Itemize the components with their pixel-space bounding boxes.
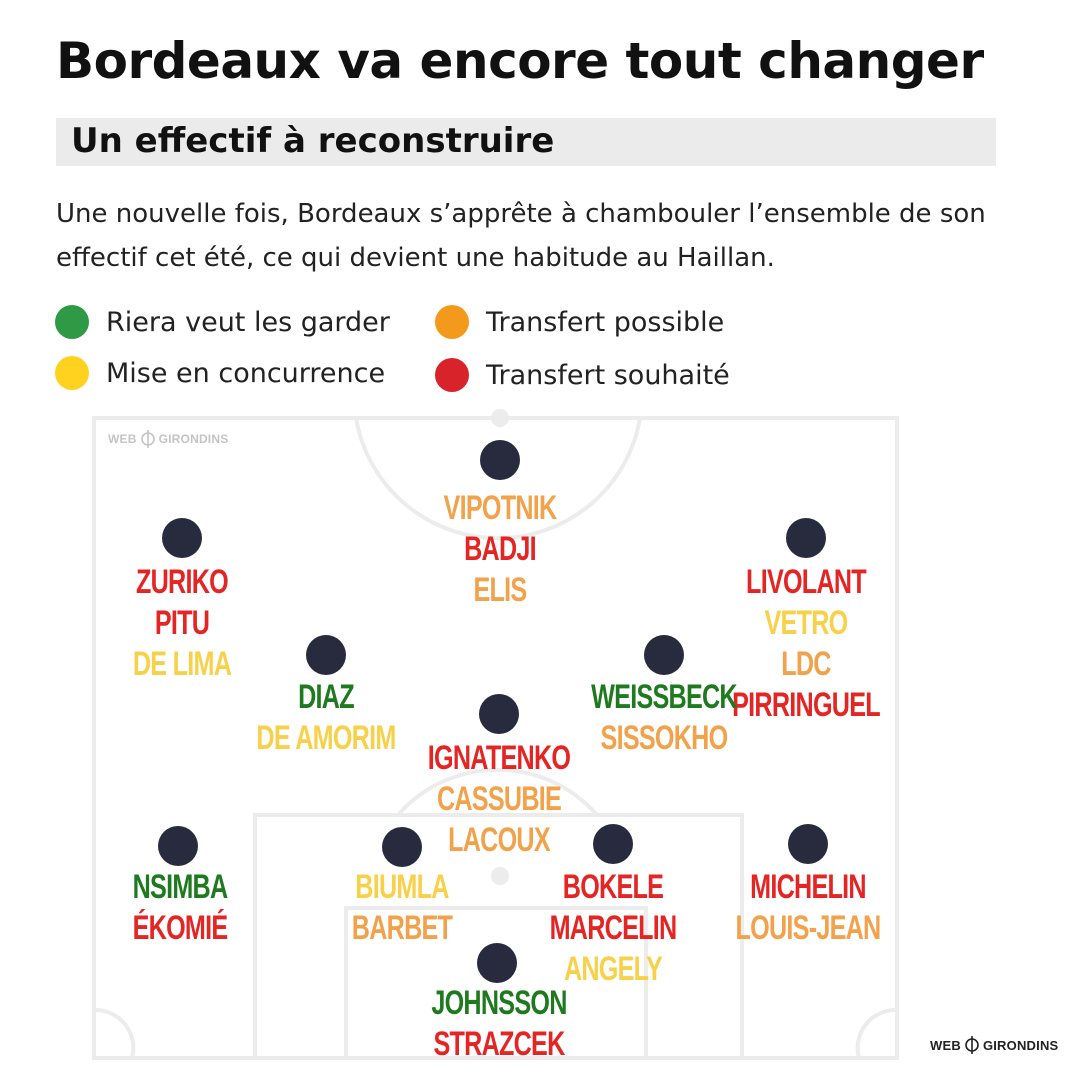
player-name: MICHELIN <box>750 868 866 906</box>
player-name: CASSUBIE <box>436 780 562 818</box>
watermark-text-left: WEB <box>108 432 137 446</box>
player-dot-left-midfield <box>306 635 346 675</box>
watermark-logo: WEB GIRONDINS <box>108 430 228 448</box>
legend-item-keep: Riera veut les garder <box>55 304 390 340</box>
watermark-text-right: GIRONDINS <box>158 432 229 446</box>
player-name: VETRO <box>764 604 849 642</box>
players-left-midfield: DIAZ DE AMORIM <box>232 677 420 759</box>
subtitle-banner: Un effectif à reconstruire <box>56 118 996 166</box>
player-name: LOUIS-JEAN <box>735 909 882 947</box>
legend-dot-yellow <box>55 356 89 390</box>
players-left-centre-back: BIUMLA BARBET <box>334 867 470 949</box>
legend-dot-red <box>435 358 469 392</box>
player-name: BARBET <box>351 909 453 947</box>
player-name: SISSOKHO <box>600 719 729 757</box>
crosshair-icon <box>140 430 155 448</box>
player-name: PIRRINGUEL <box>732 686 881 724</box>
player-name: DE AMORIM <box>256 719 396 757</box>
player-name: NSIMBA <box>132 868 229 906</box>
players-defensive-midfield: IGNATENKO CASSUBIE LACOUX <box>403 738 595 861</box>
player-name: LDC <box>781 645 831 683</box>
centre-circle-arc <box>354 417 642 540</box>
legend-label: Riera veut les garder <box>106 306 390 338</box>
player-dot-right-wing <box>786 518 826 558</box>
players-goalkeeper: JOHNSSON STRAZCEK <box>408 983 591 1065</box>
legend-item-possible-transfer: Transfert possible <box>435 304 724 340</box>
player-name: MARCELIN <box>549 909 678 947</box>
subtitle: Un effectif à reconstruire <box>71 121 555 161</box>
description: Une nouvelle fois, Bordeaux s’apprête à … <box>56 199 986 273</box>
crosshair-icon <box>965 1036 979 1054</box>
legend-dot-green <box>55 305 89 339</box>
player-dot-defensive-midfield <box>479 694 519 734</box>
watermark-logo-footer: WEB GIRONDINS <box>930 1036 1058 1054</box>
player-dot-right-back <box>788 824 828 864</box>
legend-label: Transfert souhaité <box>486 359 730 391</box>
penalty-arc <box>396 767 599 817</box>
player-name: JOHNSSON <box>431 984 567 1022</box>
player-dot-left-back <box>158 826 198 866</box>
legend-item-competition: Mise en concurrence <box>55 355 385 391</box>
legend-dot-orange <box>435 305 469 339</box>
corner-arc-right <box>855 1007 898 1059</box>
player-name: DE LIMA <box>132 645 232 683</box>
corner-arc-left <box>93 1007 136 1059</box>
player-name: ÉKOMIÉ <box>132 909 229 947</box>
player-name: DIAZ <box>298 678 354 716</box>
player-name: PITU <box>154 604 210 642</box>
player-name: IGNATENKO <box>427 739 571 777</box>
players-left-wing: ZURIKO PITU DE LIMA <box>116 562 249 685</box>
players-striker: VIPOTNIK BADJI ELIS <box>424 488 577 611</box>
players-left-back: NSIMBA ÉKOMIÉ <box>116 867 244 949</box>
player-name: ZURIKO <box>135 563 229 601</box>
player-name: WEISSBECK <box>591 678 737 716</box>
player-dot-left-wing <box>162 518 202 558</box>
player-dot-left-centre-back <box>382 827 422 867</box>
watermark-text-left: WEB <box>930 1037 961 1053</box>
page-title: Bordeaux va encore tout changer <box>56 32 984 90</box>
penalty-spot <box>491 867 509 885</box>
player-name: ELIS <box>473 571 528 609</box>
legend-label: Mise en concurrence <box>106 357 386 389</box>
players-right-wing: LIVOLANT VETRO LDC PIRRINGUEL <box>706 562 906 726</box>
player-dot-striker <box>480 440 520 480</box>
centre-spot <box>491 409 509 427</box>
legend-item-wanted-transfer: Transfert souhaité <box>435 357 730 393</box>
players-right-centre-back: BOKELE MARCELIN ANGELY <box>527 867 698 990</box>
player-name: BADJI <box>464 530 537 568</box>
players-right-midfield: WEISSBECK SISSOKHO <box>566 677 763 759</box>
player-name: ANGELY <box>563 950 663 988</box>
player-dot-goalkeeper <box>477 943 517 983</box>
legend-label: Transfert possible <box>486 306 725 338</box>
player-name: LIVOLANT <box>746 563 867 601</box>
watermark-text-right: GIRONDINS <box>982 1037 1059 1053</box>
player-name: LACOUX <box>448 821 551 859</box>
player-name: BIUMLA <box>355 868 449 906</box>
players-right-back: MICHELIN LOUIS-JEAN <box>710 867 906 949</box>
player-name: VIPOTNIK <box>443 489 558 527</box>
goal-box <box>344 906 648 1060</box>
player-name: BOKELE <box>562 868 664 906</box>
player-dot-right-centre-back <box>593 824 633 864</box>
player-name: STRAZCEK <box>433 1025 565 1063</box>
player-dot-right-midfield <box>644 635 684 675</box>
